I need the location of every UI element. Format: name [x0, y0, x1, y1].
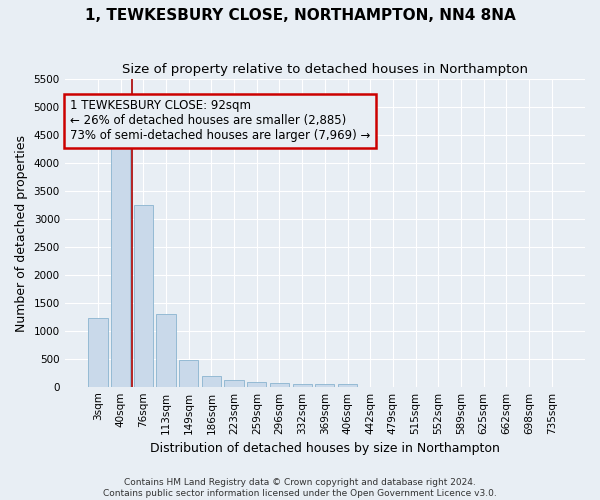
Title: Size of property relative to detached houses in Northampton: Size of property relative to detached ho… — [122, 62, 528, 76]
Bar — [134, 205, 153, 386]
Y-axis label: Number of detached properties: Number of detached properties — [15, 134, 28, 332]
Bar — [179, 360, 199, 386]
Bar — [88, 318, 107, 386]
Text: 1, TEWKESBURY CLOSE, NORTHAMPTON, NN4 8NA: 1, TEWKESBURY CLOSE, NORTHAMPTON, NN4 8N… — [85, 8, 515, 22]
Bar — [157, 314, 176, 386]
X-axis label: Distribution of detached houses by size in Northampton: Distribution of detached houses by size … — [150, 442, 500, 455]
Bar — [338, 384, 357, 386]
Bar — [247, 382, 266, 386]
Bar — [111, 148, 130, 386]
Text: 1 TEWKESBURY CLOSE: 92sqm
← 26% of detached houses are smaller (2,885)
73% of se: 1 TEWKESBURY CLOSE: 92sqm ← 26% of detac… — [70, 100, 370, 142]
Bar — [315, 384, 334, 386]
Text: Contains HM Land Registry data © Crown copyright and database right 2024.
Contai: Contains HM Land Registry data © Crown c… — [103, 478, 497, 498]
Bar — [270, 383, 289, 386]
Bar — [202, 376, 221, 386]
Bar — [293, 384, 312, 386]
Bar — [224, 380, 244, 386]
